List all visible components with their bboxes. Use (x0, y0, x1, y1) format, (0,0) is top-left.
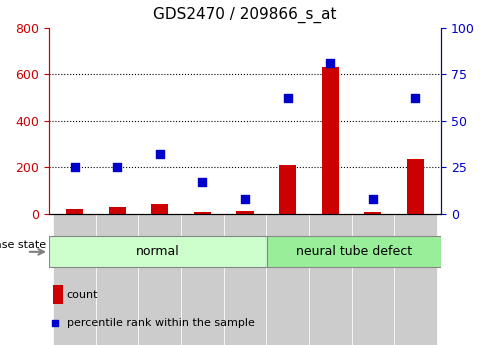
Point (294, 163, 302, 169)
Text: normal: normal (136, 245, 180, 258)
Bar (322, 67, 339, 214)
Bar (364, 212, 381, 214)
Bar (109, 207, 126, 214)
Bar (279, 165, 296, 214)
Text: count: count (67, 290, 98, 299)
Bar (181, 214, 224, 345)
Bar (53, 285, 63, 304)
Text: percentile rank within the sample: percentile rank within the sample (67, 318, 254, 327)
Point (113, 165, 121, 170)
Point (412, 96, 419, 101)
Text: disease state: disease state (0, 240, 47, 250)
Bar (151, 204, 168, 214)
Bar (194, 211, 211, 214)
Text: neural tube defect: neural tube defect (296, 245, 412, 258)
Point (369, 196, 377, 202)
Bar (309, 214, 351, 345)
Bar (224, 214, 266, 345)
Bar (139, 214, 181, 345)
Bar (96, 214, 139, 345)
Bar (351, 214, 394, 345)
Point (71, 165, 78, 170)
Bar (266, 214, 309, 345)
Title: GDS2470 / 209866_s_at: GDS2470 / 209866_s_at (153, 7, 337, 23)
Bar (394, 214, 437, 345)
Point (198, 179, 206, 185)
Point (156, 151, 164, 157)
Bar (407, 159, 424, 214)
Bar (53, 214, 96, 345)
FancyBboxPatch shape (49, 236, 267, 267)
Point (284, 96, 292, 101)
FancyBboxPatch shape (267, 236, 441, 267)
Point (326, 60, 334, 66)
Bar (237, 211, 253, 214)
Point (241, 196, 249, 202)
Bar (66, 209, 83, 214)
